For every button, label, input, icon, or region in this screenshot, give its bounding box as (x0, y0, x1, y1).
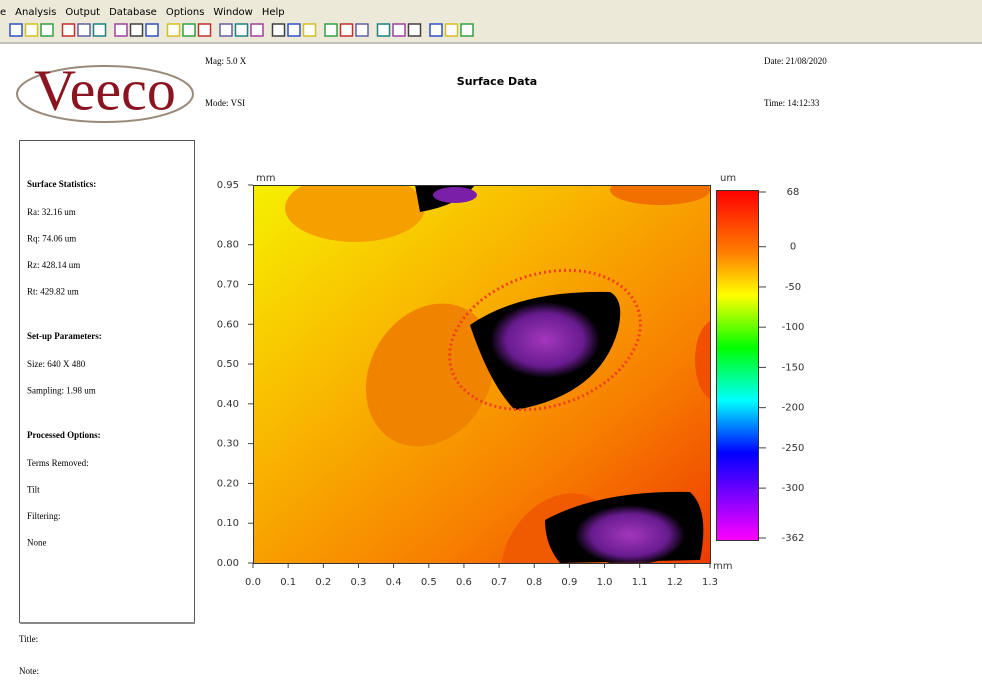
menu-item[interactable]: e (0, 7, 6, 18)
tool-button[interactable] (236, 24, 248, 36)
tool-button[interactable] (356, 24, 368, 36)
tool-button[interactable] (10, 24, 22, 36)
menu-item[interactable]: Window (213, 7, 252, 18)
stat-line: Sampling: 1.98 um (27, 386, 96, 396)
x-tick-label: 0.2 (315, 577, 331, 588)
menu-item[interactable]: Options (166, 7, 205, 18)
footer-title: Title: (19, 634, 38, 644)
tool-button[interactable] (94, 24, 106, 36)
stat-line: Size: 640 X 480 (27, 359, 86, 369)
tool-button[interactable] (63, 24, 75, 36)
tool-button[interactable] (430, 24, 442, 36)
y-tick-label: 0.80 (217, 240, 239, 251)
y-tick-label: 0.00 (217, 558, 239, 569)
x-tick-label: 1.3 (702, 577, 718, 588)
y-tick-label: 0.95 (217, 180, 239, 191)
colorbar-tick-label: -150 (782, 362, 805, 373)
stat-line: Rt: 429.82 um (27, 287, 79, 297)
y-unit: mm (256, 173, 275, 184)
menubar: e Analysis Output Database Options Window Help (0, 7, 285, 18)
colorbar-tick-label: -300 (782, 483, 805, 494)
time: Time: 14:12:33 (764, 98, 820, 108)
menu-item[interactable]: Help (262, 7, 285, 18)
tool-button[interactable] (115, 24, 127, 36)
stat-line: Rq: 74.06 um (27, 234, 76, 244)
colorbar (717, 191, 759, 541)
tool-button[interactable] (446, 24, 458, 36)
x-tick-label: 0.4 (386, 577, 402, 588)
stat-line: Ra: 32.16 um (27, 207, 76, 217)
logo: Veeco (34, 57, 176, 122)
tool-button[interactable] (199, 24, 211, 36)
tool-button[interactable] (393, 24, 405, 36)
tool-button[interactable] (41, 24, 53, 36)
tool-button[interactable] (78, 24, 90, 36)
toolbar-icons (10, 24, 473, 36)
tool-button[interactable] (461, 24, 473, 36)
colorbar-tick-label: -100 (782, 322, 805, 333)
x-tick-label: 1.2 (667, 577, 683, 588)
y-tick-label: 0.40 (217, 399, 239, 410)
x-tick-label: 0.3 (351, 577, 367, 588)
menu-item[interactable]: Database (109, 7, 157, 18)
colorbar-tick-label: -50 (785, 282, 801, 293)
x-tick-label: 0.6 (456, 577, 472, 588)
x-tick-label: 1.0 (597, 577, 613, 588)
colorbar-axis: 68 0 -50 -100 -150 -200 -250 -300 -362 (759, 187, 804, 544)
section-heading: Surface Statistics: (27, 179, 96, 189)
y-tick-label: 0.70 (217, 279, 239, 290)
stat-line: Rz: 428.14 um (27, 260, 80, 270)
tool-button[interactable] (131, 24, 143, 36)
tool-button[interactable] (146, 24, 158, 36)
x-tick-label: 0.9 (561, 577, 577, 588)
menu-item[interactable]: Analysis (15, 7, 56, 18)
tool-button[interactable] (251, 24, 263, 36)
colorbar-tick-label: -250 (782, 443, 805, 454)
colorbar-tick-label: -200 (782, 403, 805, 414)
colorbar-unit: um (720, 173, 736, 184)
footer-note: Note: (19, 666, 39, 676)
colorbar-tick-label: 0 (790, 242, 796, 253)
x-unit: mm (713, 561, 732, 572)
tool-button[interactable] (288, 24, 300, 36)
screen: e Analysis Output Database Options Window Help… (0, 0, 982, 682)
colorbar-tick-label: 68 (787, 187, 800, 198)
x-tick-label: 0.1 (280, 577, 296, 588)
y-tick-label: 0.60 (217, 319, 239, 330)
tool-button[interactable] (341, 24, 353, 36)
y-tick-label: 0.50 (217, 359, 239, 370)
date: Date: 21/08/2020 (764, 56, 827, 66)
tool-button[interactable] (304, 24, 316, 36)
mode: Mode: VSI (205, 98, 245, 108)
x-tick-label: 1.1 (632, 577, 648, 588)
x-tick-label: 0.8 (526, 577, 542, 588)
y-tick-label: 0.30 (217, 439, 239, 450)
y-tick-label: 0.10 (217, 518, 239, 529)
tool-button[interactable] (220, 24, 232, 36)
stat-line: Terms Removed: (27, 458, 89, 468)
mag: Mag: 5.0 X (205, 56, 247, 66)
tool-button[interactable] (183, 24, 195, 36)
y-tick-label: 0.20 (217, 478, 239, 489)
report-title: Surface Data (457, 75, 537, 88)
x-tick-label: 0.0 (245, 577, 261, 588)
stat-line: Tilt (27, 485, 40, 495)
tool-button[interactable] (273, 24, 285, 36)
section-heading: Processed Options: (27, 430, 101, 440)
tool-button[interactable] (325, 24, 337, 36)
tool-button[interactable] (26, 24, 38, 36)
section-heading: Set-up Parameters: (27, 331, 102, 341)
x-tick-label: 0.7 (491, 577, 507, 588)
stat-line: Filtering: (27, 511, 61, 521)
tool-button[interactable] (409, 24, 421, 36)
tool-button[interactable] (378, 24, 390, 36)
tool-button[interactable] (168, 24, 180, 36)
stat-line: None (27, 538, 47, 548)
colorbar-tick-label: -362 (782, 533, 805, 544)
x-tick-label: 0.5 (421, 577, 437, 588)
menu-item[interactable]: Output (65, 7, 100, 18)
